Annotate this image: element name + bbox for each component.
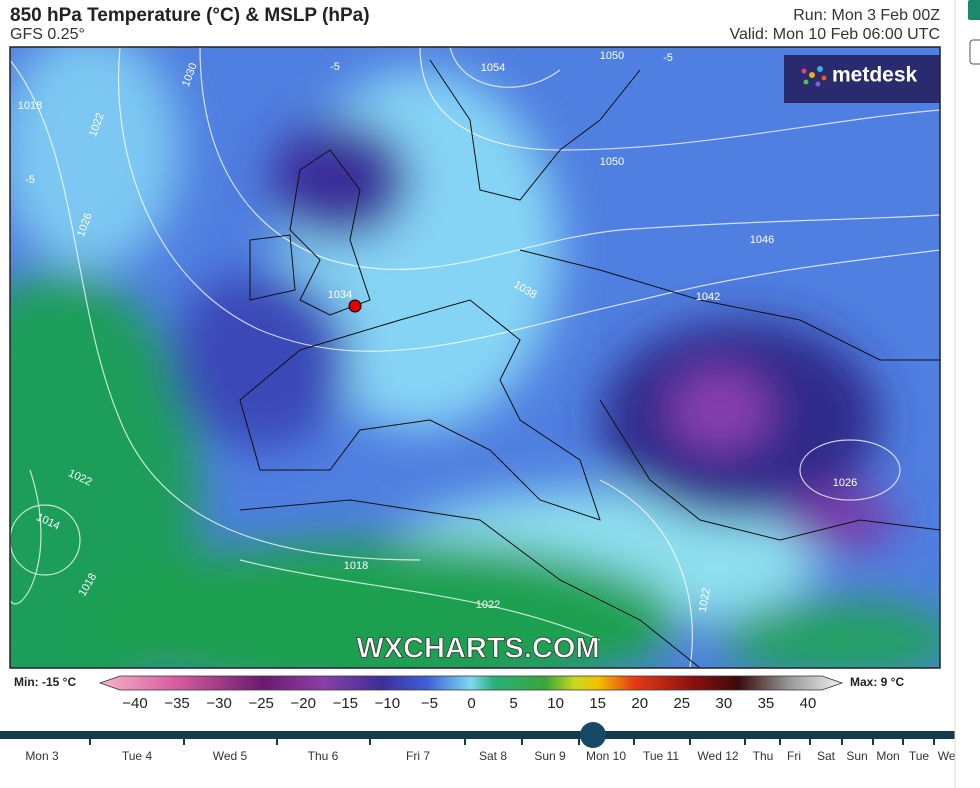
isobar-label: 1046: [750, 234, 774, 246]
colorbar-tick-label: 15: [589, 695, 606, 712]
isobar-label: 1050: [600, 156, 624, 168]
subtitle: GFS 0.25°: [10, 26, 85, 43]
colorbar-tick-label: 35: [758, 695, 775, 712]
colorbar-tick-label: 5: [509, 695, 517, 712]
logo-text: metdesk: [832, 64, 918, 87]
isobar-label: 1018: [344, 560, 368, 572]
isotherm-label: -5: [25, 174, 35, 186]
logo-box: [784, 55, 940, 103]
isobar-label: 1050: [600, 50, 624, 62]
timeline-day[interactable]: Mon: [876, 749, 899, 763]
colorbar-tick-label: 40: [800, 695, 817, 712]
colorbar-tick-label: 10: [547, 695, 564, 712]
timeline-day[interactable]: Mon 3: [25, 749, 59, 763]
isobar-label: 1022: [697, 587, 713, 613]
timeline-day[interactable]: Wed 5: [213, 749, 248, 763]
map: 1018 1022 1030 1026 1034 1054 1050 1050 …: [10, 47, 940, 668]
timeline-day[interactable]: Fri 7: [406, 749, 430, 763]
isotherm-label: -5: [330, 61, 340, 73]
title: 850 hPa Temperature (°C) & MSLP (hPa): [10, 5, 370, 26]
timeline-day[interactable]: Tue: [909, 749, 930, 763]
side-button[interactable]: [968, 0, 980, 20]
legend-min: Min: -15 °C: [14, 675, 76, 689]
colorbar-tick-label: 20: [631, 695, 648, 712]
isobar-label: 1042: [696, 291, 720, 303]
timeline-day[interactable]: Tue 11: [643, 749, 679, 763]
colorbar-tick-label: −5: [421, 695, 438, 712]
timeline-day[interactable]: Tue 4: [122, 749, 153, 763]
side-panel: [955, 0, 980, 788]
colorbar-tick-label: −40: [122, 695, 147, 712]
colorbar-tick-label: −15: [333, 695, 358, 712]
timeline-day[interactable]: Mon 10: [586, 749, 626, 763]
valid-time: Valid: Mon 10 Feb 06:00 UTC: [730, 26, 940, 43]
isobar-label: 1022: [476, 599, 500, 611]
timeline-day[interactable]: Sat 8: [479, 749, 507, 763]
isobar-label: 1026: [833, 477, 857, 489]
timeline-day[interactable]: Sat: [817, 749, 836, 763]
location-marker: [348, 299, 362, 313]
timeline-day[interactable]: Sun: [846, 749, 867, 763]
colorbar-tick-label: −25: [248, 695, 273, 712]
timeline-day[interactable]: Thu: [753, 749, 774, 763]
colorbar-tick-label: −30: [206, 695, 231, 712]
timeline-day[interactable]: Fri: [787, 749, 801, 763]
isobar-label: 1018: [18, 100, 42, 112]
map-border: [9, 46, 941, 669]
timeline-day[interactable]: Wed 12: [697, 749, 738, 763]
timeline-day[interactable]: Thu 6: [308, 749, 339, 763]
timeline: Mon 3 Tue 4 Wed 5 Thu 6 Fri 7 Sat 8 Sun 9 Mon 1…: [25, 739, 962, 763]
colorbar: [98, 675, 844, 691]
legend-max: Max: 9 °C: [850, 675, 904, 689]
colorbar-tick-label: −35: [164, 695, 189, 712]
isotherm-label: -5: [663, 52, 673, 64]
colorbar-tick-label: 25: [673, 695, 690, 712]
timeline-day[interactable]: Sun 9: [534, 749, 566, 763]
isobar-label: 1054: [481, 62, 505, 74]
side-button[interactable]: [969, 39, 980, 65]
colorbar-tick-label: −10: [375, 695, 400, 712]
colorbar-tick-label: −20: [291, 695, 316, 712]
colorbar-tick-label: 30: [716, 695, 733, 712]
colorbar-ticks: −40 −35 −30 −25 −20 −15 −10 −5 0 5 10 15 20 25 30 35 40: [122, 695, 816, 712]
isobar-label: 1034: [328, 289, 352, 301]
timeline-handle[interactable]: [580, 722, 606, 748]
watermark: WXCHARTS.COM: [356, 633, 599, 665]
colorbar-tick-label: 0: [467, 695, 475, 712]
run-time: Run: Mon 3 Feb 00Z: [793, 7, 940, 24]
logo-icon: [801, 66, 827, 87]
